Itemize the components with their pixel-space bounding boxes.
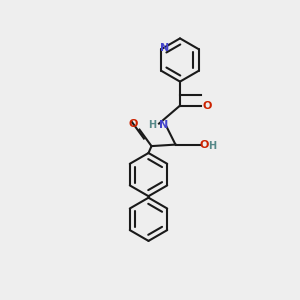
Text: N: N: [160, 43, 169, 53]
Text: N: N: [159, 120, 168, 130]
Text: H: H: [208, 141, 217, 151]
Text: O: O: [200, 140, 209, 150]
Text: H: H: [148, 120, 156, 130]
Text: O: O: [203, 100, 212, 111]
Text: O: O: [128, 119, 138, 129]
